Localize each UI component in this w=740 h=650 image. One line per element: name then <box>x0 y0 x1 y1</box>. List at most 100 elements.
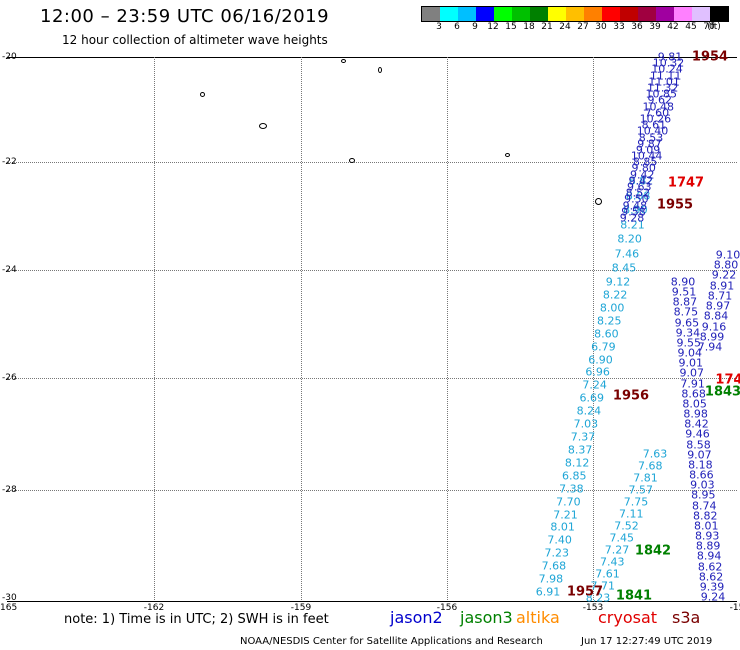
color-swatch <box>458 7 476 21</box>
wave-height-value: 8.98 <box>683 407 708 421</box>
wave-height-value: 9.46 <box>685 427 710 441</box>
color-swatch <box>674 7 692 21</box>
wave-height-value: 9.80 <box>631 161 656 175</box>
longitude-tick-label: -153 <box>582 603 604 613</box>
wave-height-value: 6.85 <box>562 469 587 483</box>
footer-timestamp: Jun 17 12:27:49 UTC 2019 <box>581 636 713 647</box>
color-scale-label: 42 <box>667 22 679 32</box>
wave-height-value: 8.25 <box>597 314 622 328</box>
wave-height-value: 8.62 <box>698 570 724 584</box>
color-swatch <box>584 7 602 21</box>
footer-note: note: 1) Time is in UTC; 2) SWH is in fe… <box>64 612 329 627</box>
page-title: 12:00 – 23:59 UTC 06/16/2019 <box>40 6 330 27</box>
wave-height-value: 9.01 <box>678 356 703 370</box>
color-swatch <box>494 7 512 21</box>
wave-height-value: 6.90 <box>588 353 613 366</box>
wave-height-value: 9.09 <box>635 143 661 157</box>
wave-height-value: 8.82 <box>693 509 718 523</box>
latitude-tick-label: -22 <box>2 157 17 167</box>
wave-height-value: 8.87 <box>672 295 698 309</box>
wave-height-value: 7.37 <box>570 430 596 444</box>
color-swatch <box>566 7 584 21</box>
wave-height-value: 7.11 <box>619 507 644 521</box>
pass-time-label: 1956 <box>612 388 650 404</box>
legend-jason2: jason2 <box>390 608 443 627</box>
map-frame <box>7 57 737 602</box>
island-outline <box>200 92 205 97</box>
color-scale-label: 36 <box>631 22 643 32</box>
wave-height-value: 8.24 <box>576 404 602 418</box>
latitude-gridline <box>7 162 737 163</box>
color-swatch <box>440 7 458 21</box>
longitude-tick-label: -15 <box>729 603 740 613</box>
wave-height-value: 9.12 <box>605 275 631 289</box>
wave-height-value: 7.46 <box>614 247 640 260</box>
color-scale-label: 9 <box>472 22 478 32</box>
wave-height-value: 7.23 <box>544 546 570 560</box>
wave-height-value: 8.18 <box>688 458 713 472</box>
wave-height-value: 8.97 <box>705 299 731 313</box>
wave-height-value: 8.01 <box>550 520 575 534</box>
footer-credit: NOAA/NESDIS Center for Satellite Applica… <box>240 636 543 647</box>
color-swatch <box>656 7 674 21</box>
wave-height-value: 7.40 <box>547 533 572 547</box>
legend-altika: altika <box>516 608 560 627</box>
wave-height-value: 7.03 <box>573 417 599 431</box>
wave-height-value: 8.12 <box>564 456 590 470</box>
wave-height-value: 9.50 <box>624 192 649 206</box>
longitude-tick-label: -162 <box>143 603 165 613</box>
wave-height-value: 7.24 <box>582 378 607 392</box>
wave-height-value: 6.96 <box>585 365 610 379</box>
wave-height-value: 7.98 <box>538 572 564 586</box>
wave-height-value: 8.91 <box>709 279 735 293</box>
wave-height-value: 9.22 <box>711 268 737 282</box>
longitude-gridline <box>447 57 448 600</box>
wave-height-value: 9.48 <box>622 199 648 213</box>
wave-height-value: 10.40 <box>636 124 669 138</box>
wave-height-value: 8.74 <box>692 499 717 513</box>
latitude-tick-label: -26 <box>2 373 17 383</box>
wave-height-value: 8.95 <box>691 488 716 502</box>
wave-height-value: 9.58 <box>621 205 646 219</box>
wave-height-value: 8.99 <box>699 330 725 344</box>
wave-height-value: 10.48 <box>642 100 675 114</box>
wave-height-value: 8.75 <box>673 305 699 319</box>
color-swatch <box>512 7 530 21</box>
wave-height-value: 8.93 <box>694 529 720 543</box>
wave-height-value: 8.90 <box>670 275 696 289</box>
wave-height-value: 8.94 <box>696 549 722 563</box>
island-outline <box>595 198 602 205</box>
wave-height-value: 8.42 <box>684 417 709 431</box>
wave-height-value: 6.79 <box>591 340 616 354</box>
wave-height-value: 7.71 <box>590 579 616 593</box>
wave-height-value: 11.32 <box>646 81 679 95</box>
wave-height-value: 9.51 <box>671 285 697 299</box>
wave-height-value: 8.61 <box>641 118 667 132</box>
wave-height-value: 7.61 <box>595 567 620 581</box>
wave-height-value: 10.85 <box>645 87 677 101</box>
longitude-tick-label: -156 <box>436 603 458 613</box>
longitude-tick-label: -165 <box>0 603 18 613</box>
wave-height-value: 9.10 <box>715 248 740 262</box>
wave-height-value: 11.01 <box>648 75 680 89</box>
wave-height-value: 8.45 <box>611 261 637 275</box>
color-swatch <box>620 7 638 21</box>
pass-time-label: 1954 <box>691 49 729 65</box>
wave-height-value: 9.62 <box>647 93 673 107</box>
wave-height-value: 7.45 <box>609 531 635 545</box>
wave-height-value: 9.07 <box>687 448 712 462</box>
wave-height-value: 8.53 <box>638 131 664 144</box>
longitude-gridline <box>301 57 302 600</box>
wave-height-value: 7.38 <box>559 482 584 496</box>
wave-height-value: 7.94 <box>697 340 723 354</box>
wave-height-value: 8.80 <box>713 258 739 272</box>
wave-height-value: 7.75 <box>623 495 649 509</box>
color-scale-label: 18 <box>523 22 535 32</box>
island-outline <box>349 158 355 163</box>
color-swatch <box>476 7 494 21</box>
wave-height-value: 9.42 <box>628 174 654 188</box>
wave-height-value: 8.05 <box>682 397 707 411</box>
wave-height-value: 8.23 <box>585 591 611 605</box>
latitude-gridline <box>7 378 737 379</box>
color-swatch <box>548 7 566 21</box>
